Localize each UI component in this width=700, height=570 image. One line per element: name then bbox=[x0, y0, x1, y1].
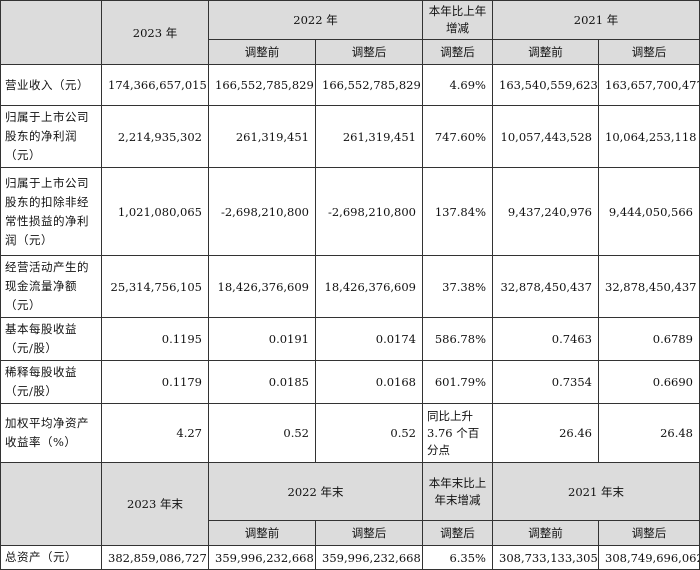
value-2021-after: 308,749,696,062 bbox=[598, 545, 700, 570]
table-row: 经营活动产生的现金流量净额（元） 25,314,756,105 18,426,3… bbox=[0, 255, 700, 318]
header-2021: 2021 年 bbox=[492, 0, 700, 40]
value-2022-before: 0.0191 bbox=[208, 317, 316, 361]
value-2021-after: 10,064,253,118 bbox=[598, 105, 700, 168]
value-2022-before: 166,552,785,829 bbox=[208, 64, 316, 106]
value-2021-before: 32,878,450,437 bbox=[492, 255, 599, 318]
value-change: 601.79% bbox=[422, 360, 493, 404]
header-2021-before: 调整前 bbox=[492, 39, 599, 65]
header-2021-after: 调整后 bbox=[598, 39, 700, 65]
value-change: 6.35% bbox=[422, 545, 493, 570]
table-row: 营业收入（元） 174,366,657,015 166,552,785,829 … bbox=[0, 64, 700, 106]
table-row: 基本每股收益（元/股） 0.1195 0.0191 0.0174 586.78%… bbox=[0, 317, 700, 361]
table-row: 归属于上市公司股东的净利润（元） 2,214,935,302 261,319,4… bbox=[0, 105, 700, 168]
table-row: 稀释每股收益（元/股） 0.1179 0.0185 0.0168 601.79%… bbox=[0, 360, 700, 404]
value-2021-after: 32,878,450,437 bbox=[598, 255, 700, 318]
value-change: 137.84% bbox=[422, 167, 493, 256]
value-2021-before: 163,540,559,623 bbox=[492, 64, 599, 106]
value-2022-before: 261,319,451 bbox=[208, 105, 316, 168]
table-row: 总资产（元） 382,859,086,727 359,996,232,668 3… bbox=[0, 545, 700, 570]
header-2022-before: 调整前 bbox=[208, 39, 316, 65]
value-2022-after: 261,319,451 bbox=[315, 105, 423, 168]
value-2023: 1,021,080,065 bbox=[101, 167, 209, 256]
value-2022-after: 166,552,785,829 bbox=[315, 64, 423, 106]
value-2022-before: 18,426,376,609 bbox=[208, 255, 316, 318]
header-change: 本年比上年增减 bbox=[422, 0, 493, 40]
value-change: 747.60% bbox=[422, 105, 493, 168]
value-2021-after: 163,657,700,477 bbox=[598, 64, 700, 106]
header2-2022-after: 调整后 bbox=[315, 520, 423, 546]
row-label: 基本每股收益（元/股） bbox=[0, 317, 102, 361]
row-label: 加权平均净资产收益率（%） bbox=[0, 403, 102, 463]
row-label: 归属于上市公司股东的扣除非经常性损益的净利润（元） bbox=[0, 167, 102, 256]
header2-change: 本年末比上年末增减 bbox=[422, 462, 493, 521]
value-2023: 4.27 bbox=[101, 403, 209, 463]
row-label: 营业收入（元） bbox=[0, 64, 102, 106]
value-change: 同比上升 3.76 个百分点 bbox=[422, 403, 493, 463]
value-2021-before: 26.46 bbox=[492, 403, 599, 463]
header2-2022: 2022 年末 bbox=[208, 462, 423, 521]
value-change: 586.78% bbox=[422, 317, 493, 361]
row-label: 总资产（元） bbox=[0, 545, 102, 570]
value-2023: 382,859,086,727 bbox=[101, 545, 209, 570]
header-2022: 2022 年 bbox=[208, 0, 423, 40]
value-2021-after: 26.48 bbox=[598, 403, 700, 463]
value-2021-before: 9,437,240,976 bbox=[492, 167, 599, 256]
value-2022-before: 359,996,232,668 bbox=[208, 545, 316, 570]
value-2023: 2,214,935,302 bbox=[101, 105, 209, 168]
value-2022-before: -2,698,210,800 bbox=[208, 167, 316, 256]
value-2022-before: 0.0185 bbox=[208, 360, 316, 404]
value-change: 4.69% bbox=[422, 64, 493, 106]
value-2022-after: 0.0174 bbox=[315, 317, 423, 361]
value-2022-after: 359,996,232,668 bbox=[315, 545, 423, 570]
table-row: 归属于上市公司股东的扣除非经常性损益的净利润（元） 1,021,080,065 … bbox=[0, 167, 700, 256]
header2-2021: 2021 年末 bbox=[492, 462, 700, 521]
value-2022-after: 0.0168 bbox=[315, 360, 423, 404]
header2-2023: 2023 年末 bbox=[101, 462, 209, 546]
value-2022-after: 0.52 bbox=[315, 403, 423, 463]
header2-2022-before: 调整前 bbox=[208, 520, 316, 546]
value-2021-before: 0.7463 bbox=[492, 317, 599, 361]
header-2022-after: 调整后 bbox=[315, 39, 423, 65]
value-2023: 0.1195 bbox=[101, 317, 209, 361]
table-row: 加权平均净资产收益率（%） 4.27 0.52 0.52 同比上升 3.76 个… bbox=[0, 403, 700, 463]
value-2021-after: 9,444,050,566 bbox=[598, 167, 700, 256]
row-label: 归属于上市公司股东的净利润（元） bbox=[0, 105, 102, 168]
value-2022-after: -2,698,210,800 bbox=[315, 167, 423, 256]
header-label-cell bbox=[0, 0, 102, 65]
value-2023: 0.1179 bbox=[101, 360, 209, 404]
header2-label-cell bbox=[0, 462, 102, 546]
value-2023: 174,366,657,015 bbox=[101, 64, 209, 106]
value-2021-before: 308,733,133,305 bbox=[492, 545, 599, 570]
row-label: 稀释每股收益（元/股） bbox=[0, 360, 102, 404]
row-label: 经营活动产生的现金流量净额（元） bbox=[0, 255, 102, 318]
header2-change-after: 调整后 bbox=[422, 520, 493, 546]
value-2022-before: 0.52 bbox=[208, 403, 316, 463]
header-change-after: 调整后 bbox=[422, 39, 493, 65]
header2-2021-after: 调整后 bbox=[598, 520, 700, 546]
value-2023: 25,314,756,105 bbox=[101, 255, 209, 318]
header2-2021-before: 调整前 bbox=[492, 520, 599, 546]
value-2022-after: 18,426,376,609 bbox=[315, 255, 423, 318]
header-2023: 2023 年 bbox=[101, 0, 209, 65]
value-2021-after: 0.6690 bbox=[598, 360, 700, 404]
value-2021-before: 0.7354 bbox=[492, 360, 599, 404]
value-2021-after: 0.6789 bbox=[598, 317, 700, 361]
value-2021-before: 10,057,443,528 bbox=[492, 105, 599, 168]
value-change: 37.38% bbox=[422, 255, 493, 318]
